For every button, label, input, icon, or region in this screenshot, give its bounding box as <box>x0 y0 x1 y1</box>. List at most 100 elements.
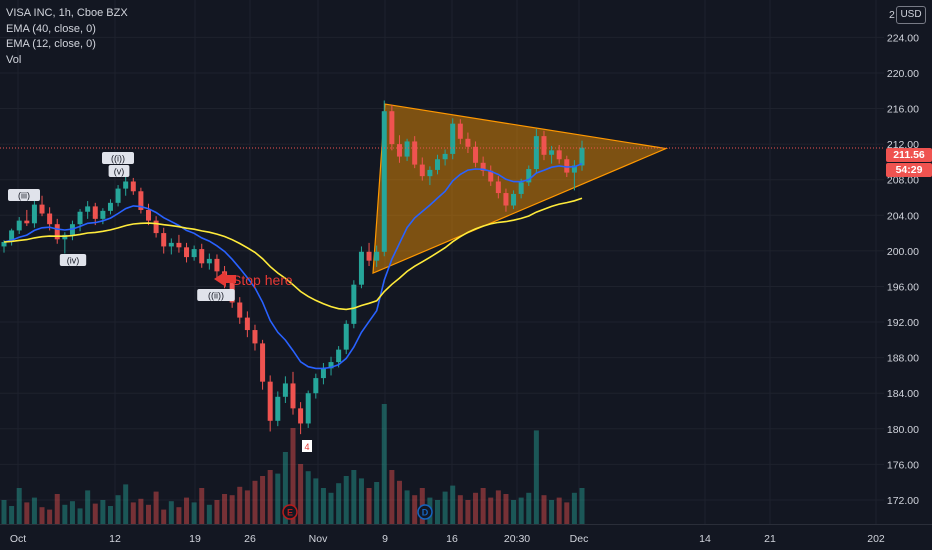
volume-bar <box>16 488 22 524</box>
y-tick-label: 208.00 <box>887 175 919 187</box>
volume-bar <box>260 476 266 524</box>
volume-bar <box>92 503 98 524</box>
candle-body <box>9 230 15 242</box>
volume-bar <box>571 492 577 524</box>
candle-body <box>130 181 136 192</box>
x-tick-label: 202 <box>867 533 885 545</box>
volume-bar <box>153 491 159 524</box>
volume-bar <box>31 497 37 524</box>
volume-bar <box>146 504 151 524</box>
candle-body <box>404 141 410 157</box>
candle-body <box>275 396 281 421</box>
wave-label: (v) <box>114 167 125 177</box>
candle-body <box>503 193 509 206</box>
candle-body <box>343 323 349 350</box>
candle-body <box>374 251 380 261</box>
candle-body <box>123 181 129 189</box>
volume-bar <box>366 488 372 524</box>
ema40-line <box>3 197 583 311</box>
volume-bar <box>442 491 448 524</box>
y-tick-label: 216.00 <box>887 104 919 116</box>
volume-bar <box>488 497 494 524</box>
legend-volume[interactable]: Vol <box>6 53 22 66</box>
candle-body <box>457 123 463 139</box>
event-marker-label: E <box>287 508 293 518</box>
candle-body <box>161 233 167 247</box>
event-marker-circle <box>417 504 433 520</box>
volume-bar <box>199 488 205 524</box>
volume-bar <box>252 480 258 524</box>
candle-body <box>351 284 357 324</box>
candle-body <box>298 408 304 424</box>
volume-bar <box>62 504 68 524</box>
event-marker-label: D <box>422 508 429 518</box>
candle-body <box>92 206 98 219</box>
candle-body <box>328 362 334 369</box>
candle-body <box>533 136 539 170</box>
candle-body <box>267 381 273 421</box>
volume-bar <box>229 495 235 524</box>
candle-body <box>153 220 159 234</box>
wave-label-bg <box>197 289 235 301</box>
volume-bar <box>290 428 296 524</box>
volume-bar <box>39 507 45 524</box>
legend-ema12[interactable]: EMA (12, close, 0) <box>6 38 96 50</box>
candle-body <box>107 202 113 211</box>
candle-body <box>39 204 45 214</box>
wave-label: (iv) <box>67 256 80 266</box>
candle-body <box>473 146 479 163</box>
volume-bar <box>511 500 517 524</box>
volume-bar <box>222 494 228 524</box>
volume-bar <box>54 494 60 524</box>
wave-label: ((ii)) <box>208 291 224 301</box>
volume-bar <box>313 478 319 524</box>
candle-body <box>579 147 585 166</box>
candle-body <box>115 188 121 203</box>
candle-body <box>427 169 433 177</box>
volume-bar <box>412 495 418 524</box>
candle-body <box>526 169 532 183</box>
wave-label-bg <box>102 152 134 164</box>
candle-body <box>366 251 372 261</box>
candle-body <box>412 141 418 165</box>
volume-bar <box>533 430 539 524</box>
x-tick-label: 21 <box>764 533 776 545</box>
volume-bar <box>435 500 440 524</box>
volume-bar <box>495 490 501 524</box>
volume-bar <box>115 495 121 524</box>
legend-symbol[interactable]: VISA INC, 1h, Cboe BZX <box>6 7 128 19</box>
last-price-tag: 211.56 <box>886 148 932 162</box>
bar-countdown-tag: 54:29 <box>886 163 932 177</box>
candle-body <box>100 210 106 219</box>
volume-bar <box>130 502 136 524</box>
volume-bar <box>305 471 311 524</box>
candle-body <box>24 220 30 224</box>
candle-body <box>480 162 486 171</box>
candle-body <box>85 206 91 212</box>
volume-bar <box>396 480 402 524</box>
x-tick-label: 16 <box>446 533 458 545</box>
candle-body <box>396 144 402 157</box>
currency-button[interactable]: USD <box>896 6 926 24</box>
volume-bar <box>465 500 471 524</box>
volume-bar <box>69 501 75 524</box>
y-tick-label: 188.00 <box>887 353 919 365</box>
volume-bar <box>176 507 182 524</box>
candle-body <box>47 213 53 225</box>
volume-bar <box>473 492 479 524</box>
volume-bar <box>541 495 547 524</box>
volume-bar <box>168 501 174 524</box>
volume-bar <box>184 497 190 524</box>
candle-body <box>320 368 326 379</box>
volume-bar <box>206 504 212 524</box>
volume-bar <box>579 488 585 524</box>
candle-body <box>138 191 144 210</box>
candle-body <box>465 138 471 147</box>
volume-bar <box>549 500 555 524</box>
x-tick-label: 20:30 <box>504 533 530 545</box>
legend-ema40[interactable]: EMA (40, close, 0) <box>6 22 96 35</box>
volume-bar <box>336 483 342 524</box>
volume-bar <box>518 497 524 524</box>
y-tick-label: 176.00 <box>887 459 919 471</box>
